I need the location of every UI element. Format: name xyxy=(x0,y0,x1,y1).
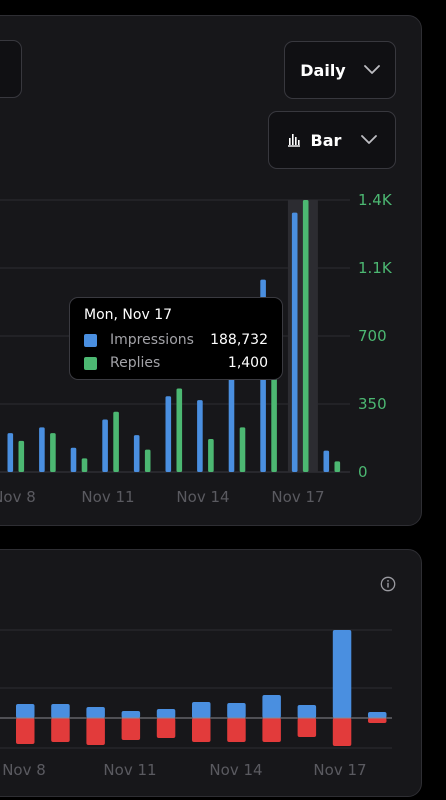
tooltip-label: Replies xyxy=(110,355,161,371)
impressions-swatch xyxy=(84,333,97,347)
tooltip-value: 188,732 xyxy=(210,332,268,348)
chart-type-dropdown[interactable]: Bar xyxy=(268,111,396,169)
chart-tooltip: Mon, Nov 17 Impressions 188,732 Replies … xyxy=(69,297,283,380)
chevron-down-icon xyxy=(361,135,378,144)
tooltip-row-impressions: Impressions 188,732 xyxy=(84,332,268,348)
tooltip-label: Impressions xyxy=(110,332,194,348)
interval-dropdown[interactable]: Daily xyxy=(284,41,396,99)
secondary-chart-card xyxy=(0,549,422,797)
tooltip-row-replies: Replies 1,400 xyxy=(84,355,268,371)
replies-swatch xyxy=(84,356,97,370)
tooltip-value: 1,400 xyxy=(227,355,268,371)
chevron-down-icon xyxy=(363,65,380,74)
info-circle-icon[interactable] xyxy=(380,576,396,592)
partial-control[interactable] xyxy=(0,40,22,98)
chart-type-dropdown-label: Bar xyxy=(310,130,342,150)
bar-chart-icon xyxy=(287,134,300,147)
tooltip-date: Mon, Nov 17 xyxy=(84,307,173,323)
interval-dropdown-label: Daily xyxy=(300,60,346,80)
